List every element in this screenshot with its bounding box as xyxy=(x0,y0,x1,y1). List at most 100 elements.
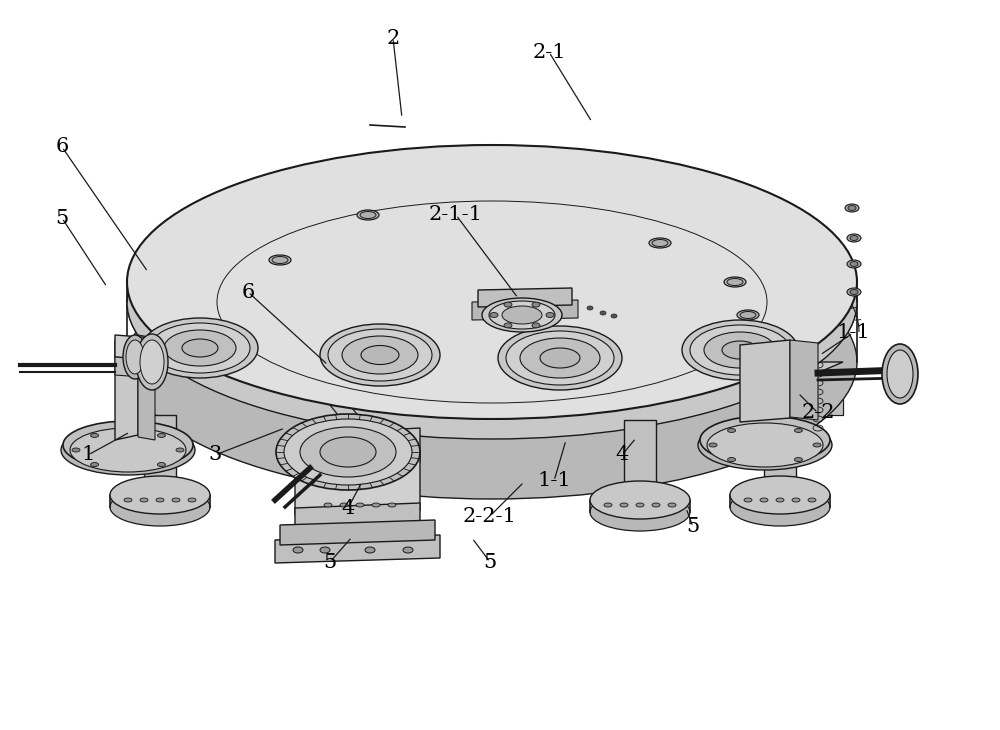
Polygon shape xyxy=(275,535,440,563)
Polygon shape xyxy=(138,335,155,440)
Text: 2-2: 2-2 xyxy=(801,404,835,423)
Ellipse shape xyxy=(590,493,690,531)
Ellipse shape xyxy=(728,458,736,461)
Ellipse shape xyxy=(707,423,823,467)
Text: 1-1: 1-1 xyxy=(836,323,870,342)
Ellipse shape xyxy=(150,323,250,373)
Ellipse shape xyxy=(847,234,861,242)
Ellipse shape xyxy=(850,290,858,294)
Ellipse shape xyxy=(124,498,132,502)
Ellipse shape xyxy=(300,427,396,477)
Ellipse shape xyxy=(172,498,180,502)
Ellipse shape xyxy=(887,350,913,398)
Text: 1: 1 xyxy=(81,445,95,464)
Text: 2-2-1: 2-2-1 xyxy=(463,507,517,526)
Polygon shape xyxy=(295,503,420,530)
Ellipse shape xyxy=(682,320,798,380)
Ellipse shape xyxy=(532,302,540,307)
Ellipse shape xyxy=(126,340,144,374)
Ellipse shape xyxy=(520,338,600,378)
Text: 5: 5 xyxy=(323,553,337,572)
Ellipse shape xyxy=(324,503,332,507)
Polygon shape xyxy=(115,335,155,360)
Ellipse shape xyxy=(540,348,580,368)
Polygon shape xyxy=(144,415,176,495)
Text: 3: 3 xyxy=(208,445,222,464)
Ellipse shape xyxy=(620,503,628,507)
Ellipse shape xyxy=(310,481,410,519)
Ellipse shape xyxy=(127,165,857,439)
Ellipse shape xyxy=(320,547,330,553)
Ellipse shape xyxy=(590,481,690,519)
Text: 6: 6 xyxy=(241,283,255,301)
Ellipse shape xyxy=(72,448,80,452)
Ellipse shape xyxy=(157,463,165,466)
Ellipse shape xyxy=(502,306,542,324)
Ellipse shape xyxy=(740,312,756,318)
Polygon shape xyxy=(295,455,420,515)
Ellipse shape xyxy=(850,236,858,240)
Ellipse shape xyxy=(365,547,375,553)
Ellipse shape xyxy=(730,488,830,526)
Ellipse shape xyxy=(792,498,800,502)
Ellipse shape xyxy=(320,437,376,467)
Ellipse shape xyxy=(176,448,184,452)
Text: 4: 4 xyxy=(341,499,355,518)
Polygon shape xyxy=(280,520,435,545)
Ellipse shape xyxy=(482,298,562,332)
Polygon shape xyxy=(740,340,790,422)
Ellipse shape xyxy=(776,498,784,502)
Ellipse shape xyxy=(652,503,660,507)
Ellipse shape xyxy=(489,301,555,329)
Ellipse shape xyxy=(709,443,717,447)
Ellipse shape xyxy=(61,425,195,475)
Ellipse shape xyxy=(360,212,376,218)
Ellipse shape xyxy=(403,547,413,553)
Ellipse shape xyxy=(704,332,776,368)
Ellipse shape xyxy=(110,476,210,514)
Ellipse shape xyxy=(652,239,668,247)
Polygon shape xyxy=(478,288,572,307)
Ellipse shape xyxy=(690,325,790,375)
Ellipse shape xyxy=(188,498,196,502)
Ellipse shape xyxy=(293,547,303,553)
Ellipse shape xyxy=(700,416,830,464)
Polygon shape xyxy=(441,327,459,362)
Ellipse shape xyxy=(127,225,857,499)
Ellipse shape xyxy=(156,498,164,502)
Ellipse shape xyxy=(760,498,768,502)
Polygon shape xyxy=(646,327,664,362)
Ellipse shape xyxy=(504,323,512,328)
Ellipse shape xyxy=(328,329,432,381)
Text: 5: 5 xyxy=(686,518,700,537)
Polygon shape xyxy=(790,340,818,420)
Ellipse shape xyxy=(737,310,759,320)
Ellipse shape xyxy=(744,498,752,502)
Polygon shape xyxy=(472,300,578,320)
Ellipse shape xyxy=(546,312,554,318)
Ellipse shape xyxy=(850,261,858,266)
Ellipse shape xyxy=(504,302,512,307)
Polygon shape xyxy=(764,415,796,495)
Ellipse shape xyxy=(140,340,164,384)
Ellipse shape xyxy=(611,314,617,318)
Ellipse shape xyxy=(808,498,816,502)
Text: 2-1-1: 2-1-1 xyxy=(429,206,483,225)
Ellipse shape xyxy=(730,476,830,514)
Ellipse shape xyxy=(127,145,857,419)
Ellipse shape xyxy=(727,279,743,285)
Ellipse shape xyxy=(357,210,379,220)
Ellipse shape xyxy=(490,312,498,318)
Polygon shape xyxy=(241,322,259,362)
Ellipse shape xyxy=(813,443,821,447)
Ellipse shape xyxy=(272,256,288,264)
Text: 5: 5 xyxy=(55,209,69,228)
Polygon shape xyxy=(115,357,155,378)
Ellipse shape xyxy=(340,503,348,507)
Ellipse shape xyxy=(604,503,612,507)
Ellipse shape xyxy=(587,306,593,310)
Ellipse shape xyxy=(649,238,671,248)
Ellipse shape xyxy=(91,463,99,466)
Ellipse shape xyxy=(506,331,614,385)
Ellipse shape xyxy=(356,503,364,507)
